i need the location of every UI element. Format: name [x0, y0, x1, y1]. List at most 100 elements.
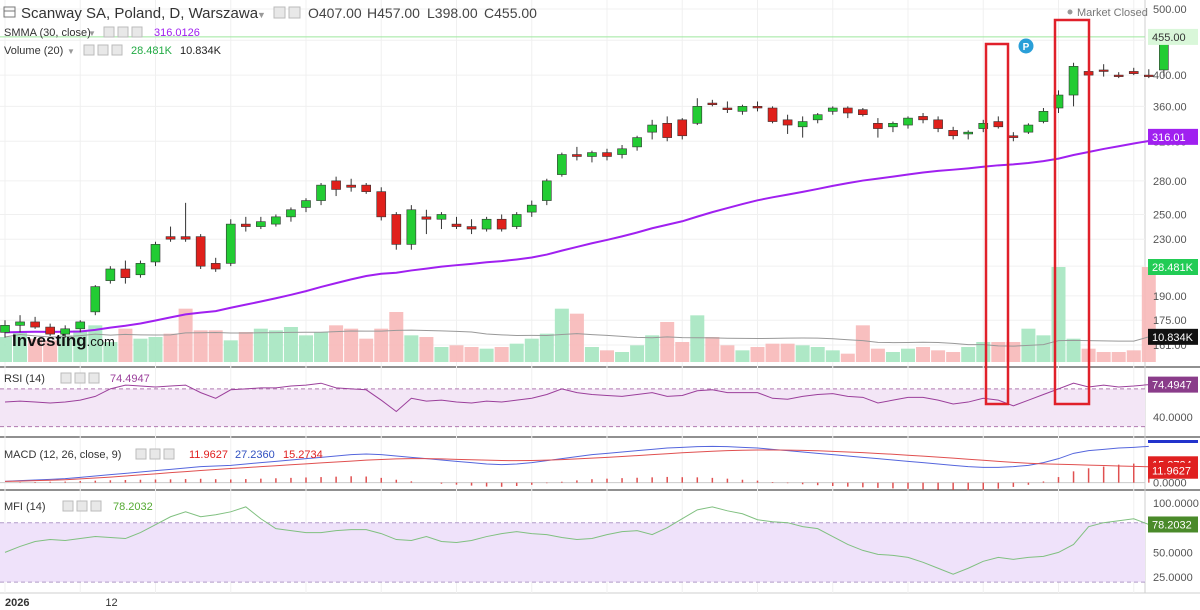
volume-legend-icons[interactable]: [83, 44, 123, 56]
candle: [526, 200, 537, 217]
candle: [888, 121, 898, 133]
macd-line: [4, 445, 1149, 482]
symbol-title: Scanway SA, Poland, D, Warszawa: [21, 5, 259, 22]
time-label-day: 12: [105, 597, 117, 609]
candle: [1068, 62, 1079, 107]
investing-watermark: Investing.com: [12, 331, 115, 350]
volume-bar: [539, 333, 554, 362]
candle-body: [1144, 74, 1154, 77]
volume-bar: [795, 345, 810, 362]
time-label-year: 2026: [5, 597, 29, 609]
candle-body: [903, 117, 913, 126]
pin-marker[interactable]: P: [1018, 38, 1034, 54]
svg-text:11.9627: 11.9627: [1152, 466, 1191, 478]
candle-body: [767, 107, 778, 122]
volume-bar: [268, 330, 283, 362]
volume-bar: [43, 340, 58, 362]
volume-bar: [916, 347, 931, 362]
volume-average-line: [4, 329, 1149, 347]
candle: [436, 212, 447, 230]
svg-text:O407.00: O407.00: [308, 5, 362, 21]
smma-badge: 316.01: [1148, 128, 1198, 145]
volume-bar: [509, 343, 524, 362]
candle-body: [0, 325, 10, 333]
menu-icon[interactable]: [3, 6, 16, 18]
macd-legend-icons[interactable]: [135, 448, 175, 460]
legend-dropdown-icon[interactable]: ▼: [67, 47, 75, 56]
indicator-lines: [4, 135, 1165, 575]
candle-body: [391, 214, 402, 245]
candle-body: [421, 216, 432, 220]
candle: [963, 130, 974, 140]
macd-legend-macd: 27.2360: [235, 449, 275, 461]
candle-body: [316, 184, 326, 201]
candle: [541, 178, 552, 206]
candle-body: [827, 107, 838, 112]
rsi-band: [0, 388, 1145, 427]
candle-body: [451, 223, 462, 227]
symbol-settings-icons[interactable]: [273, 6, 301, 19]
volume-bar: [1096, 352, 1111, 362]
price-badges: 455.00316.0128.481K10.834K74.494715.2734…: [1148, 28, 1198, 533]
candle-body: [602, 152, 612, 157]
macd-legend-signal: 11.9627: [189, 449, 228, 461]
volume-bar: [419, 337, 434, 362]
volume-bar: [479, 348, 494, 362]
svg-text:H457.00: H457.00: [367, 5, 420, 21]
volume-bar: [870, 348, 885, 362]
candle-body: [1128, 71, 1139, 74]
volume-bar: [299, 335, 313, 362]
candle-body: [496, 218, 507, 230]
candle: [767, 106, 778, 124]
candle: [842, 106, 853, 119]
candle-body: [526, 204, 537, 213]
candles[interactable]: [0, 35, 1169, 338]
volume-avg-badge: 10.834K: [1148, 328, 1198, 345]
price-tick-label: 230.00: [1153, 234, 1187, 246]
price-tick-label: 190.00: [1153, 291, 1187, 303]
candle: [1098, 64, 1109, 77]
volume-bar: [193, 330, 208, 362]
market-status: Market Closed: [1077, 7, 1148, 19]
candle-body: [1038, 111, 1049, 122]
rsi-legend-icons[interactable]: [60, 372, 100, 384]
ohlc-values: O407.00 H457.00 L398.00 C455.00: [308, 5, 537, 21]
candle-body: [993, 121, 1004, 128]
volume-legend-label: Volume (20): [4, 45, 63, 57]
macd-line-marker: [1148, 440, 1198, 443]
mfi-band: [0, 522, 1145, 583]
highlight-box-last-candle: [1053, 18, 1091, 406]
candle-body: [948, 130, 958, 137]
volume-bar: [329, 325, 344, 362]
volume-bar: [991, 342, 1006, 362]
price-tick-label: 280.00: [1153, 176, 1187, 188]
candle: [406, 205, 417, 250]
volume-bar: [344, 328, 359, 362]
volume-bar: [630, 345, 645, 362]
symbol-dropdown-icon[interactable]: ▼: [257, 10, 266, 20]
svg-text:P: P: [1023, 42, 1030, 53]
candle: [662, 116, 673, 142]
candle-body: [782, 119, 793, 126]
volume-bar: [615, 352, 630, 362]
candle-body: [541, 180, 552, 201]
legend-dropdown-icon[interactable]: ▼: [88, 29, 96, 38]
mfi-legend-icons[interactable]: [62, 500, 102, 512]
candle-body: [963, 131, 974, 135]
candle-body: [707, 102, 718, 106]
candle: [948, 126, 958, 140]
candle: [677, 118, 688, 140]
volume-bar: [705, 337, 720, 362]
volume-bar: [855, 325, 870, 362]
rsi-legend-label: RSI (14): [4, 373, 45, 385]
candle: [256, 216, 266, 230]
volume-bar: [404, 335, 419, 362]
candle: [346, 178, 356, 192]
mfi-tick-label: 25.0000: [1153, 572, 1193, 584]
candle-body: [256, 221, 266, 227]
volume-bars: [0, 267, 1156, 362]
price-tick-label: 500.00: [1153, 4, 1187, 16]
smma-legend-icons[interactable]: [103, 26, 143, 38]
candle-body: [150, 244, 161, 263]
